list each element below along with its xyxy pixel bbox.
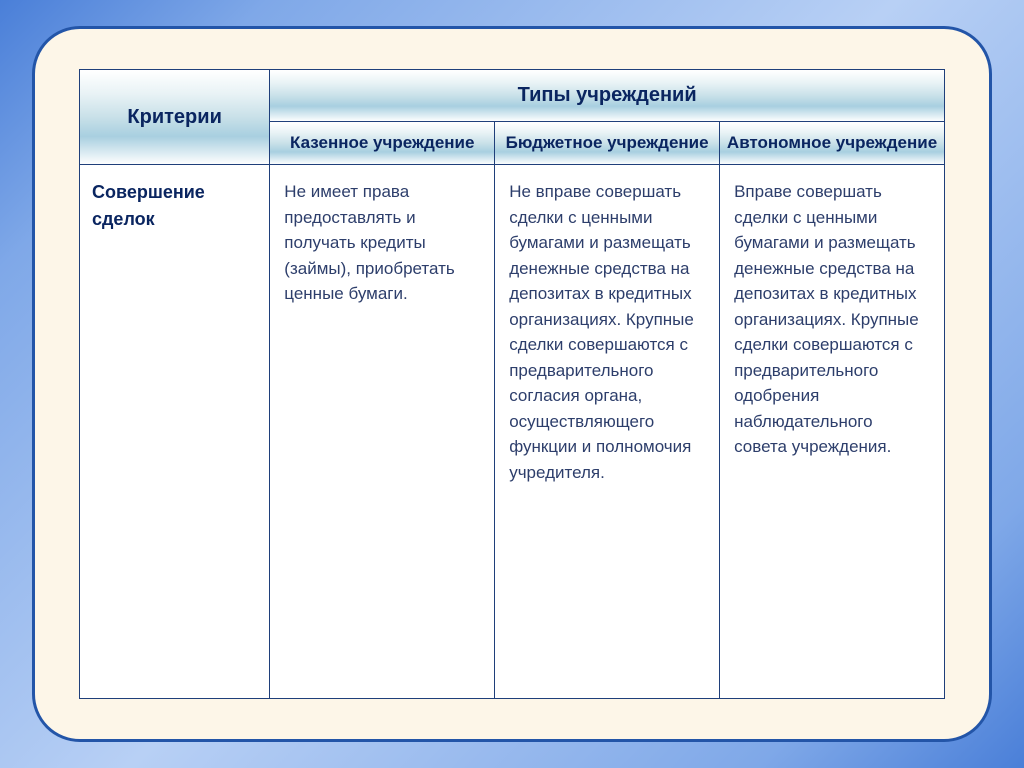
header-criteria: Критерии [80, 70, 270, 165]
cell-type-2: Не вправе совершать сделки с ценными бум… [495, 165, 720, 699]
cell-type-1: Не имеет права предоставлять и получать … [270, 165, 495, 699]
row-label: Совершение сделок [80, 165, 270, 699]
header-type-1: Казенное учреждение [270, 122, 495, 165]
header-types-group: Типы учреждений [270, 70, 945, 122]
comparison-table: Критерии Типы учреждений Казенное учрежд… [79, 69, 945, 699]
header-type-2: Бюджетное учреждение [495, 122, 720, 165]
table-row: Совершение сделок Не имеет права предост… [80, 165, 945, 699]
header-type-3: Автономное учреждение [720, 122, 945, 165]
content-card: Критерии Типы учреждений Казенное учрежд… [32, 26, 992, 742]
cell-type-3: Вправе совершать сделки с ценными бумага… [720, 165, 945, 699]
